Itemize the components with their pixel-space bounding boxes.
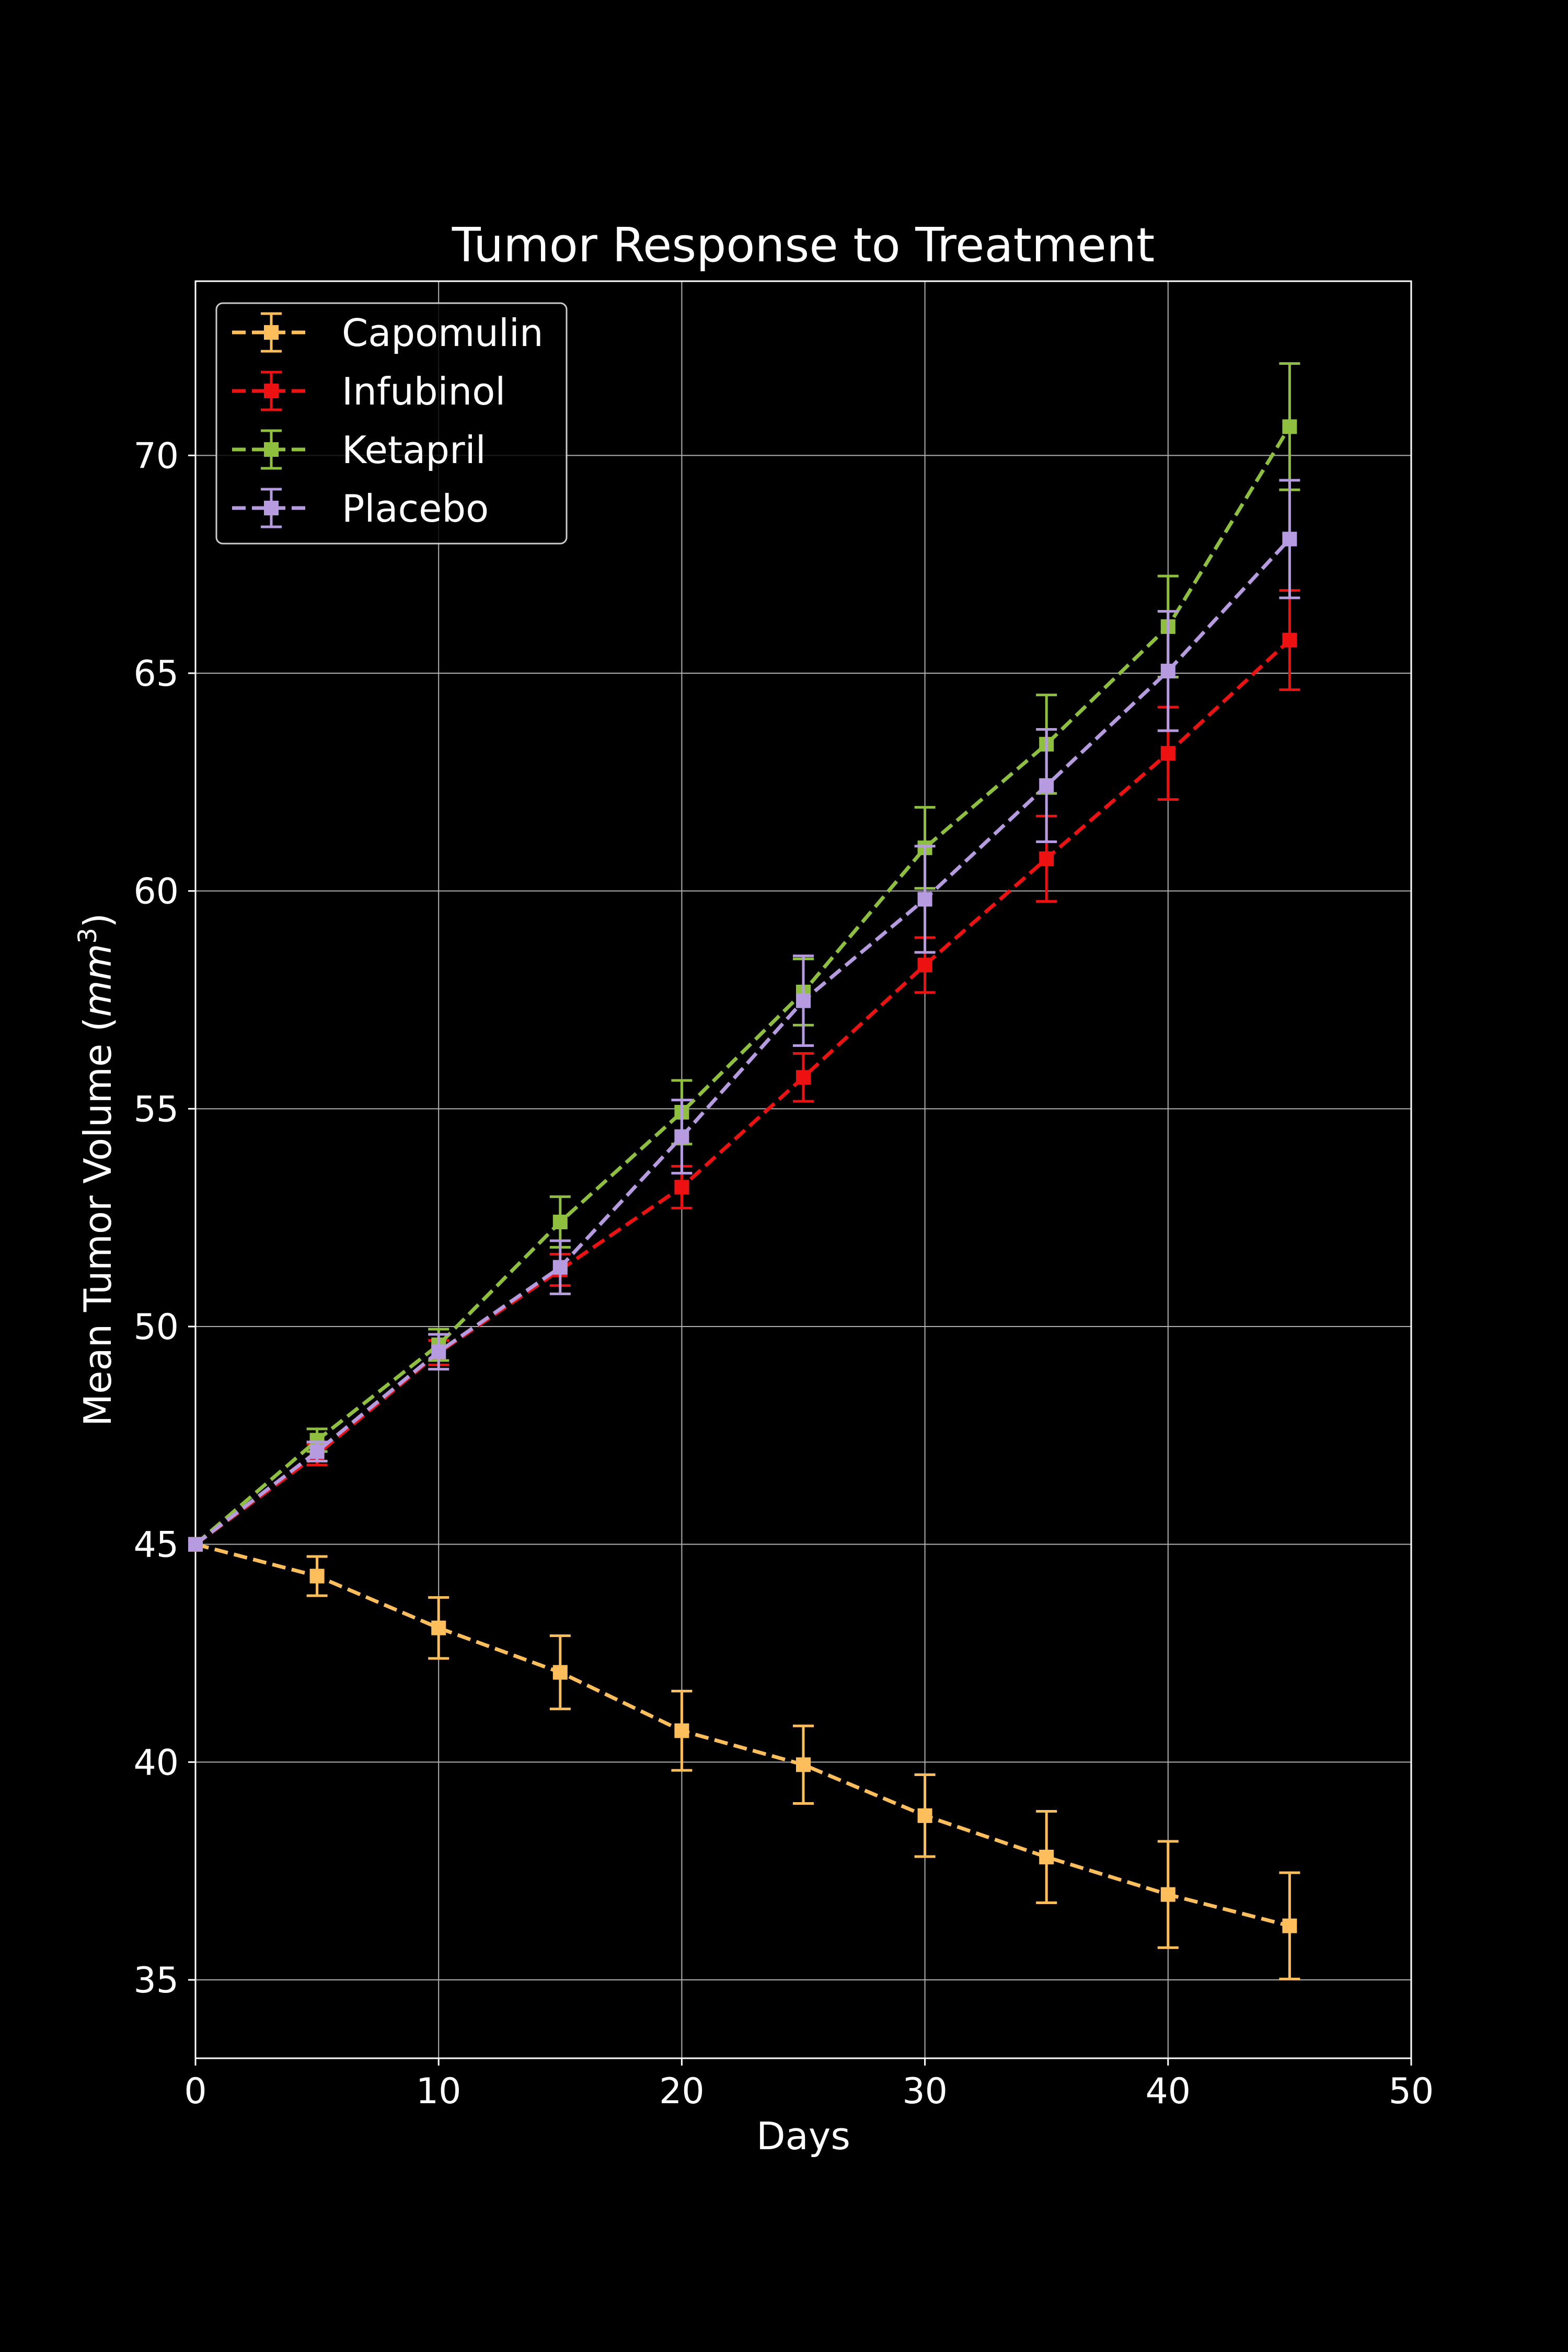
series-line (194, 425, 1292, 1546)
y-tick-label: 45 (133, 1525, 179, 1566)
data-point (1282, 532, 1297, 547)
series-capomulin (188, 1537, 1300, 1980)
legend-label: Infubinol (342, 370, 505, 413)
legend-marker (264, 442, 279, 457)
data-point (431, 1620, 446, 1635)
data-point (1282, 632, 1297, 648)
data-point (674, 1180, 689, 1195)
data-point (917, 1808, 932, 1823)
legend: Capomulin Infubinol Ketapril Placebo (215, 302, 568, 545)
y-axis-label: Mean Tumor Volume (mm3) (73, 913, 120, 1426)
legend-label: Capomulin (342, 311, 544, 355)
data-point (1039, 1850, 1054, 1864)
legend-label: Ketapril (342, 428, 486, 472)
data-point (796, 993, 811, 1008)
legend-box (215, 302, 568, 545)
data-point (1039, 778, 1054, 793)
data-point (674, 1129, 689, 1144)
legend-item-capomulin: Capomulin (232, 311, 544, 355)
legend-marker (264, 384, 279, 398)
data-point (917, 958, 932, 973)
y-tick-label: 70 (133, 435, 179, 477)
data-point (1282, 419, 1297, 434)
y-axis-label-unit: mm (76, 944, 120, 1017)
y-axis-label-superscript: 3 (73, 928, 102, 944)
data-point (796, 1070, 811, 1085)
data-point (1160, 663, 1175, 678)
y-tick-label: 35 (133, 1960, 179, 2001)
y-tick-label: 55 (133, 1089, 179, 1130)
data-point (796, 1757, 811, 1772)
legend-item-ketapril: Ketapril (232, 428, 486, 472)
x-axis-label: Days (756, 2114, 850, 2158)
data-series (188, 362, 1300, 1980)
y-axis-label-prefix: Mean Tumor Volume ( (76, 1017, 120, 1426)
legend-item-placebo: Placebo (232, 487, 489, 531)
data-point (552, 1665, 568, 1680)
data-point (1160, 746, 1175, 761)
y-axis-label-suffix: ) (76, 913, 120, 928)
data-point (552, 1215, 568, 1229)
y-tick-label: 40 (133, 1742, 179, 1783)
series-placebo (188, 479, 1300, 1552)
legend-label: Placebo (342, 487, 489, 531)
x-tick-label: 30 (902, 2071, 948, 2112)
data-point (309, 1444, 325, 1459)
x-tick-label: 50 (1389, 2071, 1434, 2112)
chart-title: Tumor Response to Treatment (452, 218, 1155, 273)
legend-item-infubinol: Infubinol (232, 370, 505, 413)
x-tick-label: 10 (416, 2071, 462, 2112)
legend-marker (264, 501, 279, 515)
series-line (195, 1542, 1290, 1928)
series-line (194, 537, 1291, 1546)
x-tick-label: 20 (659, 2071, 705, 2112)
data-point (1282, 1918, 1297, 1933)
data-point (309, 1569, 325, 1584)
data-point (188, 1537, 203, 1552)
y-tick-label: 50 (133, 1307, 179, 1348)
x-tick-label: 0 (184, 2071, 206, 2112)
y-tick-label: 65 (133, 653, 179, 695)
axes: 0 10 20 30 40 50 35 40 45 50 55 60 65 70 (133, 435, 1434, 2112)
data-point (1039, 851, 1054, 866)
y-tick-label: 60 (133, 871, 179, 913)
data-point (552, 1260, 568, 1275)
legend-marker (264, 325, 279, 340)
plot-frame (194, 280, 1412, 2059)
data-point (674, 1723, 689, 1738)
data-point (1160, 1887, 1175, 1902)
data-point (917, 892, 932, 907)
data-point (431, 1344, 446, 1359)
x-tick-label: 40 (1146, 2071, 1191, 2112)
